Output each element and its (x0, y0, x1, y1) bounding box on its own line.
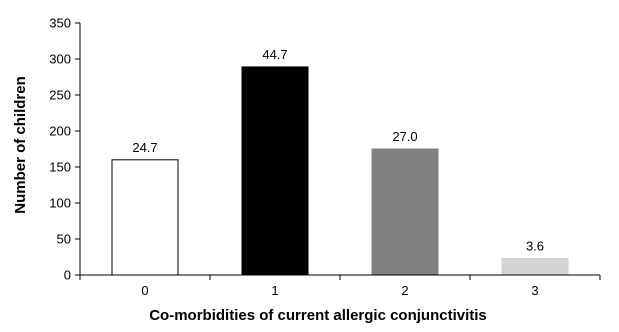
y-tick-label: 300 (49, 52, 71, 67)
x-tick-label: 0 (141, 283, 148, 298)
x-tick-label: 2 (401, 283, 408, 298)
bar-3 (501, 257, 569, 276)
bar-2 (371, 148, 439, 276)
bar-0 (111, 159, 179, 276)
x-axis-title: Co-morbidities of current allergic conju… (149, 307, 487, 324)
y-tick-label: 250 (49, 88, 71, 103)
x-tick-label: 1 (271, 283, 278, 298)
y-tick-label: 0 (64, 268, 71, 283)
x-axis-ticks: 0 1 2 3 (79, 275, 601, 298)
x-tick-label: 3 (531, 283, 538, 298)
data-label: 44.7 (262, 47, 287, 62)
y-tick-label: 200 (49, 124, 71, 139)
y-tick-label: 150 (49, 160, 71, 175)
y-tick-label: 50 (57, 232, 71, 247)
data-label: 3.6 (526, 238, 544, 253)
y-axis-ticks: 0 50 100 150 200 250 300 350 (49, 16, 80, 283)
y-tick-label: 350 (49, 16, 71, 31)
bar-series (111, 66, 569, 276)
y-tick-label: 100 (49, 196, 71, 211)
data-label: 24.7 (132, 140, 157, 155)
y-axis-title: Number of children (12, 76, 29, 214)
bar-1 (241, 66, 309, 276)
data-labels: 24.7 44.7 27.0 3.6 (132, 47, 544, 254)
data-label: 27.0 (392, 129, 417, 144)
